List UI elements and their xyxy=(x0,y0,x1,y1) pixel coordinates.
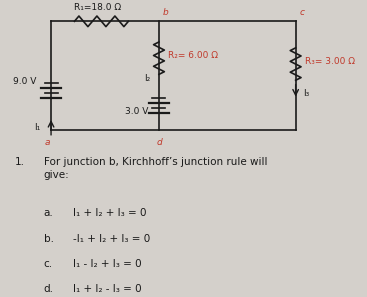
Text: d.: d. xyxy=(44,284,54,294)
Text: I₁ + I₂ - I₃ = 0: I₁ + I₂ - I₃ = 0 xyxy=(73,284,141,294)
Text: a: a xyxy=(45,138,50,147)
Text: R₁=18.0 Ω: R₁=18.0 Ω xyxy=(74,4,121,12)
Text: -I₁ + I₂ + I₃ = 0: -I₁ + I₂ + I₃ = 0 xyxy=(73,233,150,244)
Text: c.: c. xyxy=(44,259,53,268)
Text: d: d xyxy=(156,138,162,147)
Text: 1.: 1. xyxy=(15,157,25,167)
Text: a.: a. xyxy=(44,208,54,219)
Text: c: c xyxy=(299,8,304,17)
Text: I₂: I₂ xyxy=(144,74,150,83)
Text: b.: b. xyxy=(44,233,54,244)
Text: R₃= 3.00 Ω: R₃= 3.00 Ω xyxy=(305,57,355,66)
Text: 9.0 V: 9.0 V xyxy=(13,77,37,86)
Text: b: b xyxy=(163,8,168,17)
Text: I₁ - I₂ + I₃ = 0: I₁ - I₂ + I₃ = 0 xyxy=(73,259,141,268)
Text: I₁: I₁ xyxy=(34,123,40,132)
Text: I₁ + I₂ + I₃ = 0: I₁ + I₂ + I₃ = 0 xyxy=(73,208,146,219)
Text: I₃: I₃ xyxy=(303,89,309,98)
Text: R₂= 6.00 Ω: R₂= 6.00 Ω xyxy=(168,51,218,60)
Text: For junction b, Kirchhoff’s junction rule will
give:: For junction b, Kirchhoff’s junction rul… xyxy=(44,157,267,180)
Text: 3.0 V: 3.0 V xyxy=(125,107,148,116)
